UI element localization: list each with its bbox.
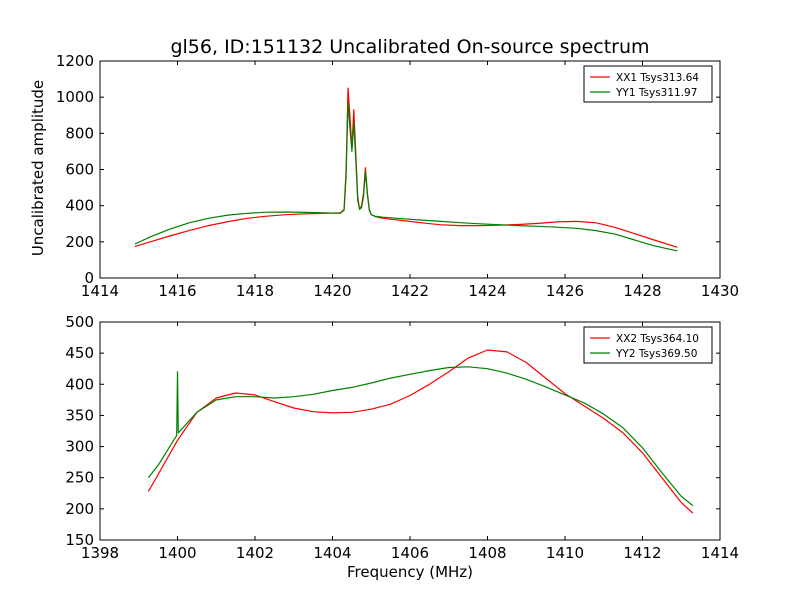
y-axis-label: Uncalibrated amplitude bbox=[29, 80, 47, 256]
y-tick-label: 350 bbox=[65, 406, 94, 424]
x-tick-label: 1426 bbox=[546, 282, 584, 300]
y-tick-label: 500 bbox=[65, 313, 94, 331]
x-tick-label: 1404 bbox=[313, 544, 351, 562]
y-tick-label: 300 bbox=[65, 438, 94, 456]
y-tick-label: 150 bbox=[65, 531, 94, 549]
bottom-plot-panel: 1398 1400 1402 1404 1406 1408 1410 1412 1414 150 2… bbox=[65, 313, 739, 562]
y-tick-label: 1200 bbox=[56, 52, 94, 70]
legend-label: XX1 Tsys313.64 bbox=[616, 72, 699, 84]
chart-title: gl56, ID:151132 Uncalibrated On-source s… bbox=[170, 36, 649, 58]
legend-label: YY1 Tsys311.97 bbox=[615, 87, 697, 99]
legend-box bbox=[583, 326, 713, 364]
x-axis-label: Frequency (MHz) bbox=[347, 563, 473, 581]
x-tick-label: 1414 bbox=[81, 282, 119, 300]
x-tick-label: 1424 bbox=[468, 282, 506, 300]
x-tick-label: 1408 bbox=[468, 544, 506, 562]
y-tick-label: 800 bbox=[65, 124, 94, 142]
x-tick-label: 1398 bbox=[81, 544, 119, 562]
x-tick-label: 1418 bbox=[236, 282, 274, 300]
y-tick-label: 0 bbox=[84, 269, 94, 287]
legend-label: XX2 Tsys364.10 bbox=[616, 333, 699, 345]
x-tick-label: 1412 bbox=[623, 544, 661, 562]
series-line-1-2 bbox=[134, 101, 678, 252]
y-tick-label: 200 bbox=[65, 500, 94, 518]
y-tick-label: 450 bbox=[65, 344, 94, 362]
x-tick-label: 1400 bbox=[158, 544, 196, 562]
x-tick-label: 1406 bbox=[391, 544, 429, 562]
y-tick-label: 400 bbox=[65, 375, 94, 393]
y-tick-label: 600 bbox=[65, 161, 94, 179]
x-tick-label: 1416 bbox=[158, 282, 196, 300]
y-tick-label: 250 bbox=[65, 469, 94, 487]
x-tick-label: 1414 bbox=[701, 544, 739, 562]
x-tick-label: 1422 bbox=[391, 282, 429, 300]
y-tick-label: 1000 bbox=[56, 88, 94, 106]
y-tick-label: 400 bbox=[65, 197, 94, 215]
series-line-2-1 bbox=[147, 349, 694, 514]
legend-box bbox=[583, 65, 713, 103]
x-tick-label: 1410 bbox=[546, 544, 584, 562]
top-plot-panel: 1414 1416 1418 1420 1422 1424 1426 1428 1430 0 200… bbox=[56, 52, 739, 300]
legend-label: YY2 Tsys369.50 bbox=[615, 348, 697, 360]
y-tick-label: 200 bbox=[65, 233, 94, 251]
series-line-2-2 bbox=[147, 366, 694, 507]
x-tick-label: 1402 bbox=[236, 544, 274, 562]
x-tick-label: 1430 bbox=[701, 282, 739, 300]
x-tick-label: 1420 bbox=[313, 282, 351, 300]
x-tick-label: 1428 bbox=[623, 282, 661, 300]
